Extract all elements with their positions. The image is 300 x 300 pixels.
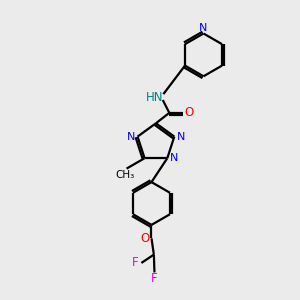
Text: O: O: [184, 106, 194, 119]
Text: N: N: [199, 23, 208, 33]
Text: F: F: [132, 256, 139, 269]
Text: N: N: [177, 132, 185, 142]
Text: HN: HN: [146, 91, 163, 103]
Text: N: N: [127, 132, 135, 142]
Text: N: N: [170, 153, 178, 163]
Text: F: F: [151, 272, 158, 286]
Text: CH₃: CH₃: [116, 170, 135, 180]
Text: O: O: [140, 232, 150, 245]
